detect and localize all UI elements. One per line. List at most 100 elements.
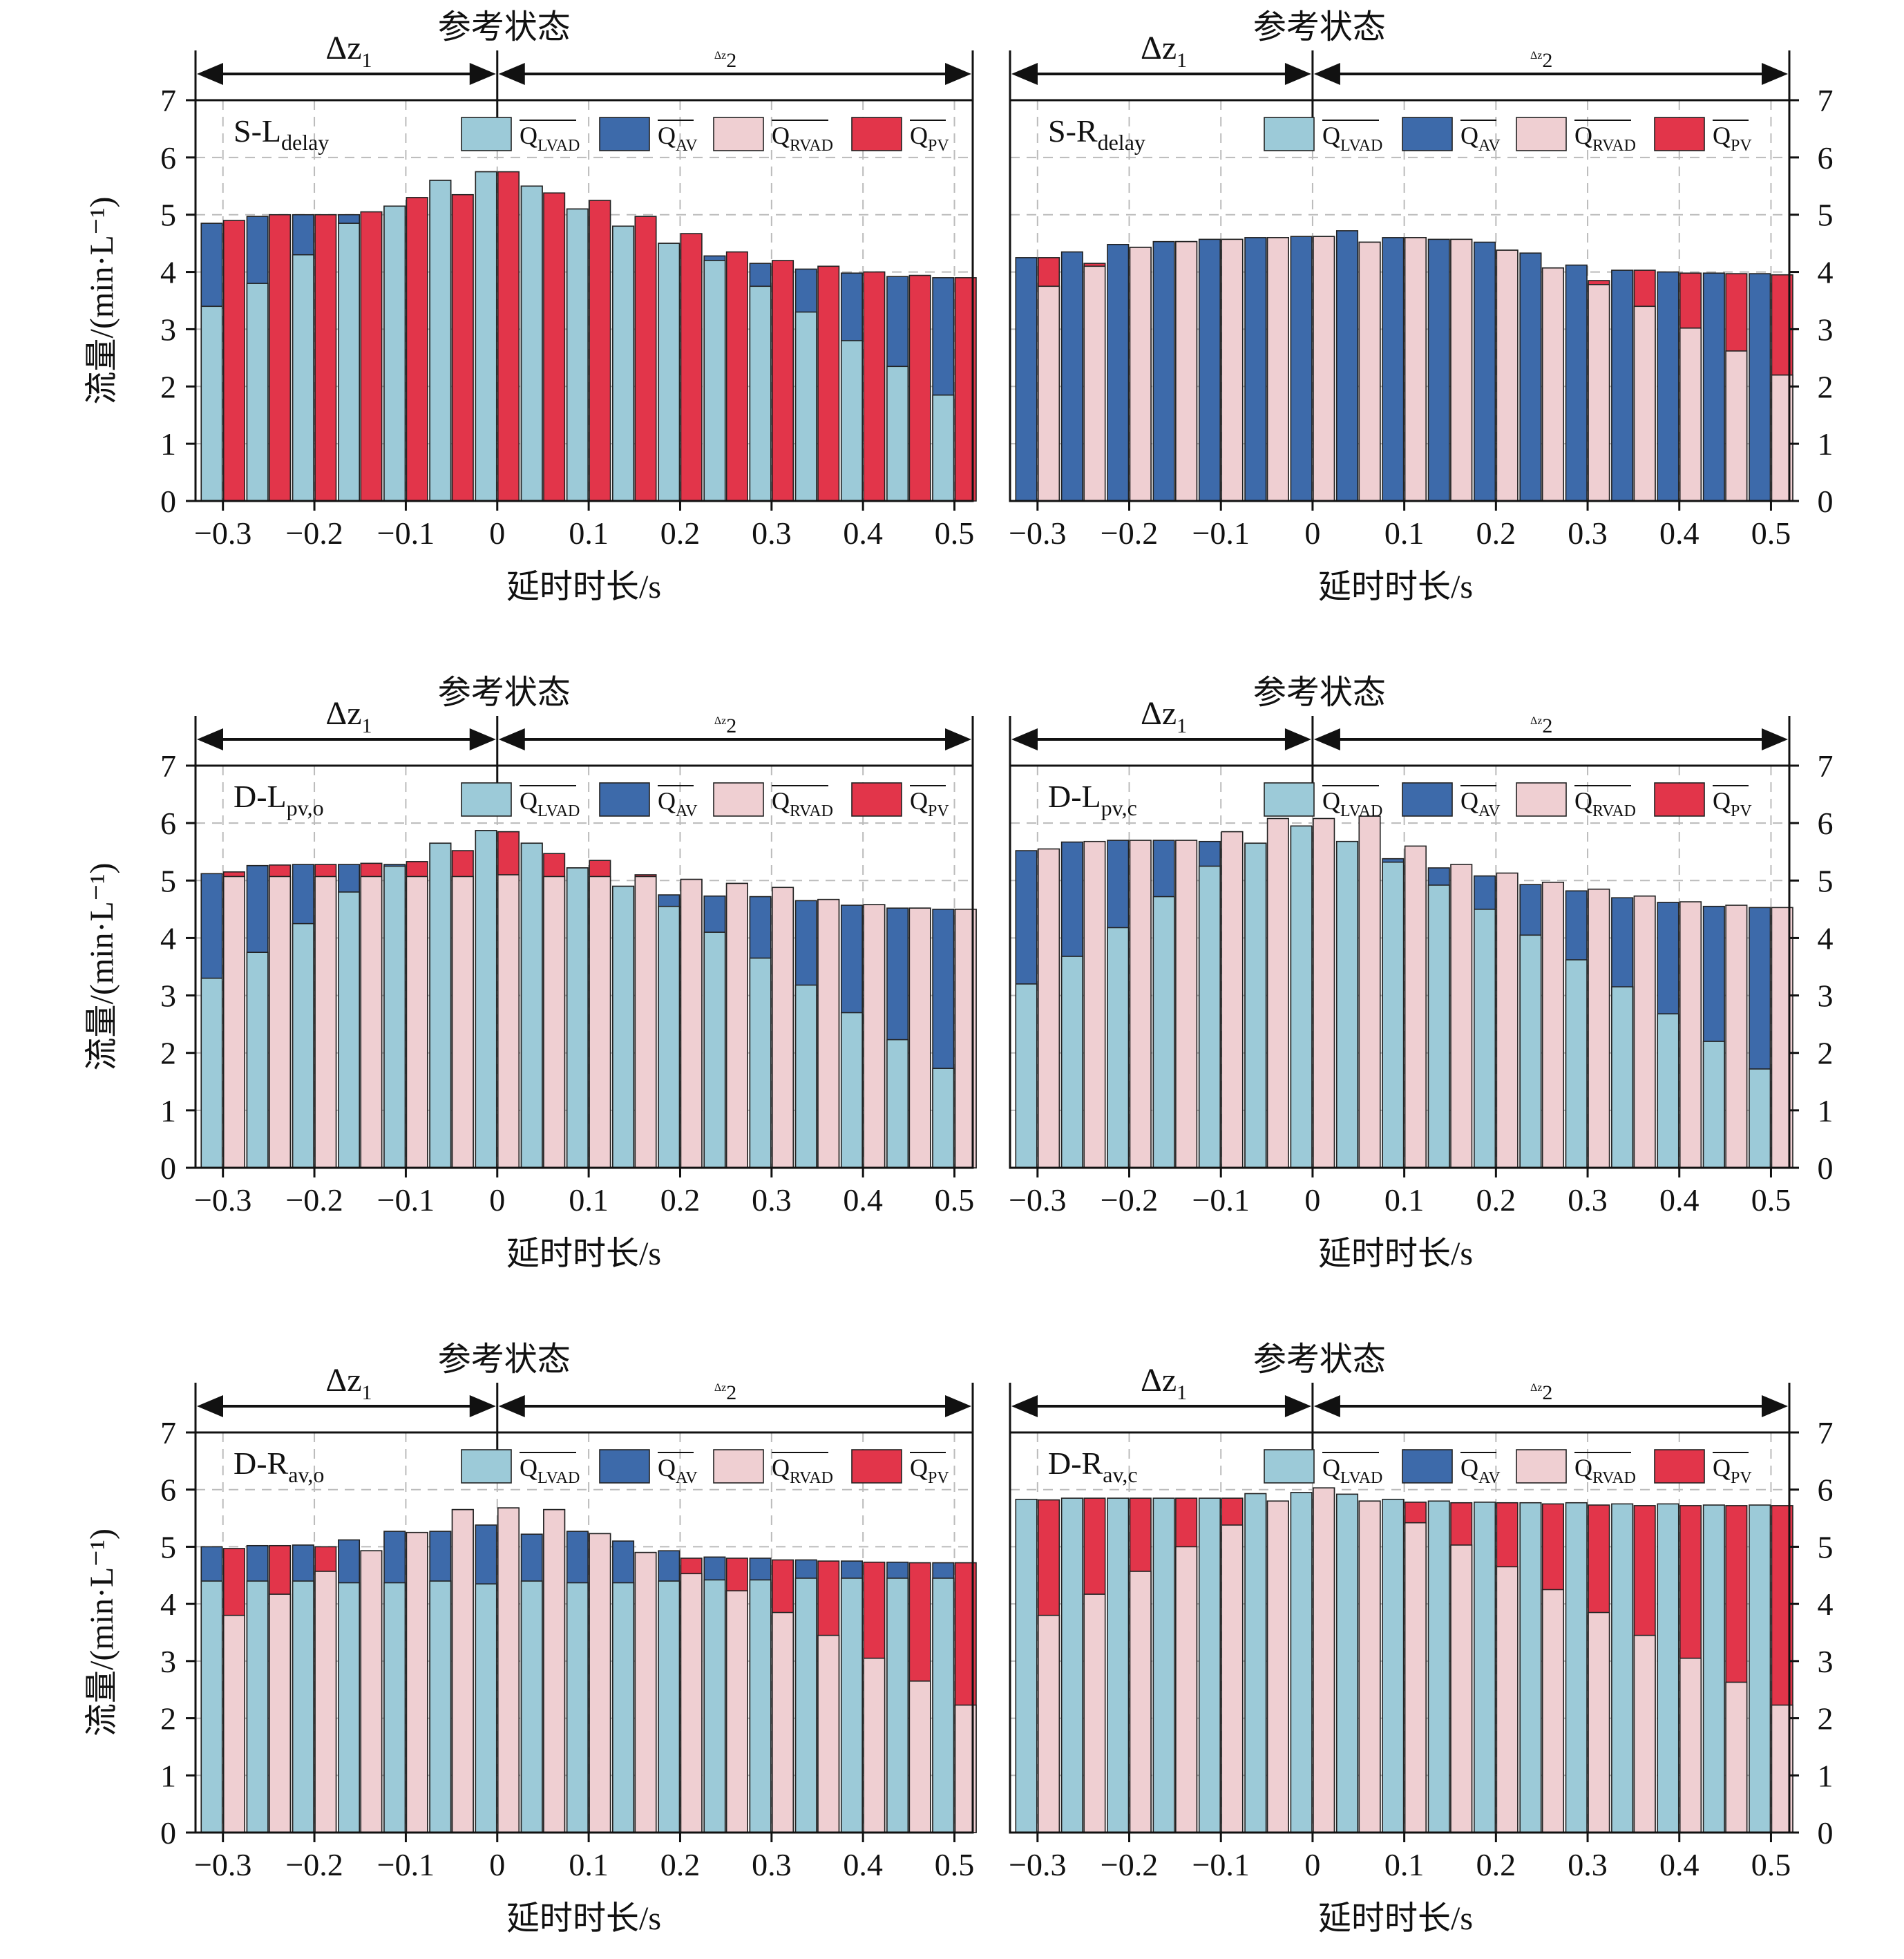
- bar-q-rvad: [497, 874, 520, 1168]
- dz2-label: Δz2: [714, 714, 736, 737]
- bar-q-rvad: [863, 1657, 886, 1833]
- x-axis-label: 延时时长/s: [1318, 569, 1473, 605]
- x-tick-label: 0.5: [1751, 1182, 1791, 1218]
- x-tick-label: −0.2: [285, 1847, 343, 1882]
- arrowhead: [1011, 1395, 1038, 1417]
- y-tick-label: 3: [1818, 978, 1834, 1014]
- y-tick-label: 1: [1818, 1758, 1834, 1793]
- legend-label-av: QAV: [1460, 122, 1501, 155]
- bar-q-rvad: [1725, 905, 1748, 1168]
- dz2-label: Δz2: [714, 1381, 736, 1404]
- bar-q-av: [1015, 257, 1038, 502]
- bar-q-lvad: [794, 1578, 817, 1833]
- legend-swatch-av: [1402, 782, 1453, 817]
- bar-q-rvad: [908, 907, 931, 1168]
- x-tick-label: 0.4: [1659, 515, 1700, 551]
- bar-q-pv: [680, 233, 703, 502]
- bar-q-lvad: [200, 305, 223, 502]
- legend-swatch-rvad: [713, 782, 764, 817]
- bar-q-lvad: [429, 1580, 452, 1833]
- bar-q-lvad: [566, 1582, 589, 1833]
- bar-q-rvad: [1633, 1634, 1656, 1833]
- bar-q-rvad: [1588, 888, 1610, 1168]
- arrowhead: [469, 1395, 496, 1417]
- bar-q-rvad: [1083, 840, 1106, 1168]
- bar-q-lvad: [1427, 884, 1450, 1168]
- dz1-label: Δz1: [325, 695, 372, 737]
- bar-q-rvad: [1679, 327, 1702, 502]
- bar-q-lvad: [932, 1068, 955, 1168]
- y-tick-label: 6: [1818, 806, 1834, 841]
- x-tick-label: 0.1: [569, 1182, 609, 1218]
- bar-q-lvad: [794, 311, 817, 502]
- chart-panel-2: 0 1 2 3 4 5 6 7 −0.3 −0.2 −0.1 0 0.1 0.2 0.3 0.4 0.5 延时时长…: [1009, 9, 1833, 605]
- bar-q-rvad: [725, 882, 748, 1168]
- bar-q-lvad: [1565, 1502, 1588, 1833]
- bar-q-av: [1749, 273, 1771, 502]
- bar-q-pv: [589, 200, 611, 502]
- bar-q-lvad: [1382, 1498, 1405, 1833]
- y-tick-label: 3: [160, 312, 176, 347]
- bar-q-lvad: [1244, 842, 1267, 1168]
- legend-swatch-lvad: [1264, 117, 1315, 151]
- y-axis-label: 流量/(min·L⁻¹): [84, 1529, 120, 1736]
- bar-q-lvad: [292, 922, 314, 1168]
- legend-swatch-av: [599, 1449, 650, 1484]
- bar-q-rvad: [1404, 1522, 1427, 1833]
- x-tick-label: −0.1: [1192, 515, 1249, 551]
- x-tick-label: −0.1: [377, 1182, 435, 1218]
- bar-q-rvad: [589, 1533, 611, 1833]
- x-tick-label: 0.4: [1659, 1182, 1700, 1218]
- legend-swatch-av: [1402, 1449, 1453, 1484]
- legend-swatch-lvad: [1264, 782, 1315, 817]
- bar-q-lvad: [886, 1578, 909, 1833]
- bar-q-rvad: [314, 1571, 337, 1833]
- y-tick-label: 1: [1818, 426, 1834, 462]
- bar-q-lvad: [1152, 896, 1175, 1168]
- bar-q-rvad: [1679, 901, 1702, 1168]
- y-tick-label: 7: [1818, 748, 1834, 784]
- bar-q-av: [1244, 237, 1267, 502]
- x-tick-label: 0.1: [569, 1847, 609, 1882]
- y-tick-label: 0: [160, 1815, 176, 1851]
- legend-label-lvad: QLVAD: [1322, 1454, 1382, 1487]
- x-tick-label: −0.2: [1101, 1182, 1158, 1218]
- bar-q-lvad: [886, 1039, 909, 1168]
- arrowhead: [1284, 728, 1311, 750]
- bar-q-lvad: [703, 931, 726, 1168]
- y-tick-label: 5: [160, 863, 176, 898]
- y-tick-label: 4: [160, 1587, 176, 1622]
- bar-q-rvad: [680, 1573, 703, 1833]
- bar-q-lvad: [1335, 840, 1359, 1168]
- y-tick-label: 1: [160, 426, 176, 462]
- x-tick-label: 0.1: [1384, 1847, 1425, 1882]
- bar-q-lvad: [1107, 1497, 1130, 1833]
- legend-swatch-pv: [1654, 782, 1705, 817]
- legend-label-av: QAV: [658, 787, 698, 820]
- panel-label: S-Ldelay: [234, 113, 329, 155]
- bar-q-lvad: [1060, 956, 1083, 1168]
- bar-q-lvad: [292, 1580, 314, 1833]
- bar-q-lvad: [749, 285, 772, 502]
- bar-q-rvad: [1633, 305, 1656, 502]
- arrowhead: [1762, 63, 1788, 85]
- bar-q-rvad: [1725, 350, 1748, 502]
- arrowhead: [469, 728, 496, 750]
- y-tick-label: 2: [160, 369, 176, 404]
- arrowhead: [1762, 728, 1788, 750]
- x-axis-label: 延时时长/s: [506, 1900, 661, 1937]
- bar-q-pv: [497, 171, 520, 502]
- bar-q-lvad: [658, 1580, 680, 1833]
- bar-q-rvad: [1404, 845, 1427, 1168]
- arrowhead: [1011, 728, 1038, 750]
- legend-label-lvad: QLVAD: [520, 122, 580, 155]
- bar-q-pv: [314, 214, 337, 502]
- bar-q-lvad: [1749, 1068, 1771, 1168]
- x-axis-label: 延时时长/s: [1318, 1900, 1473, 1937]
- bar-q-av: [1382, 237, 1405, 502]
- arrowhead: [945, 63, 971, 85]
- bar-q-lvad: [429, 180, 452, 502]
- legend-swatch-pv: [851, 1449, 902, 1484]
- bar-q-lvad: [1749, 1504, 1771, 1833]
- x-tick-label: 0: [489, 1847, 505, 1882]
